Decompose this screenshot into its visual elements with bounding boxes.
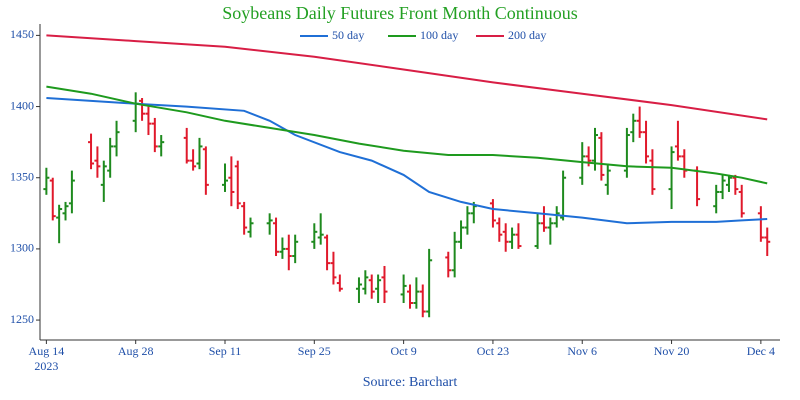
x-tick-label: Nov 6 bbox=[567, 344, 597, 358]
moving-average-line bbox=[46, 97, 768, 225]
y-tick-label: 1350 bbox=[10, 169, 34, 183]
legend-label: 50 day bbox=[332, 28, 364, 42]
x-tick-label: Oct 23 bbox=[477, 344, 509, 358]
x-tick-label: Aug 14 bbox=[29, 344, 65, 358]
x-tick-year: 2023 bbox=[34, 359, 58, 373]
moving-average-line bbox=[46, 85, 768, 185]
y-tick-label: 1400 bbox=[10, 98, 34, 112]
legend-label: 200 day bbox=[508, 28, 546, 42]
legend-label: 100 day bbox=[420, 28, 458, 42]
chart-title: Soybeans Daily Futures Front Month Conti… bbox=[222, 3, 578, 23]
y-tick-label: 1300 bbox=[10, 241, 34, 255]
x-tick-label: Nov 20 bbox=[654, 344, 690, 358]
y-tick-label: 1250 bbox=[10, 312, 34, 326]
x-tick-label: Aug 28 bbox=[118, 344, 154, 358]
y-tick-label: 1450 bbox=[10, 27, 34, 41]
source-note: Source: Barchart bbox=[363, 375, 458, 390]
x-tick-label: Oct 9 bbox=[390, 344, 416, 358]
x-tick-label: Dec 4 bbox=[747, 344, 775, 358]
x-tick-label: Sep 25 bbox=[298, 344, 331, 358]
moving-average-line bbox=[46, 34, 768, 121]
x-tick-label: Sep 11 bbox=[209, 344, 242, 358]
